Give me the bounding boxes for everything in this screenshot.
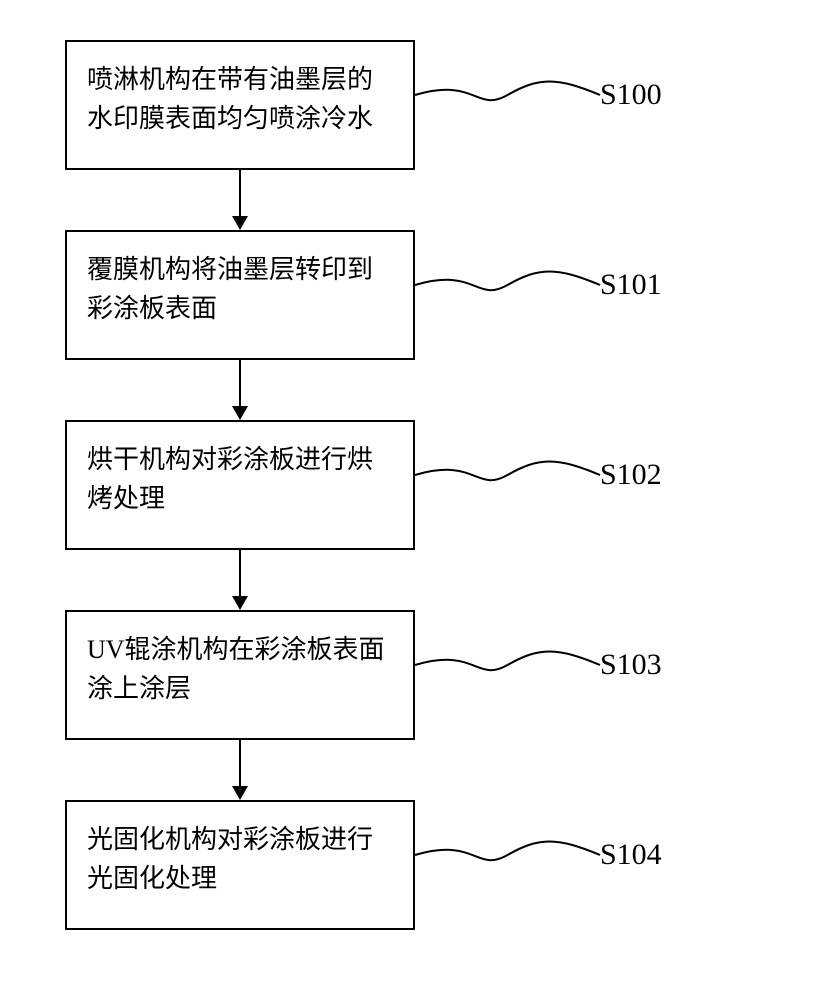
wavy-connector (0, 0, 835, 1000)
